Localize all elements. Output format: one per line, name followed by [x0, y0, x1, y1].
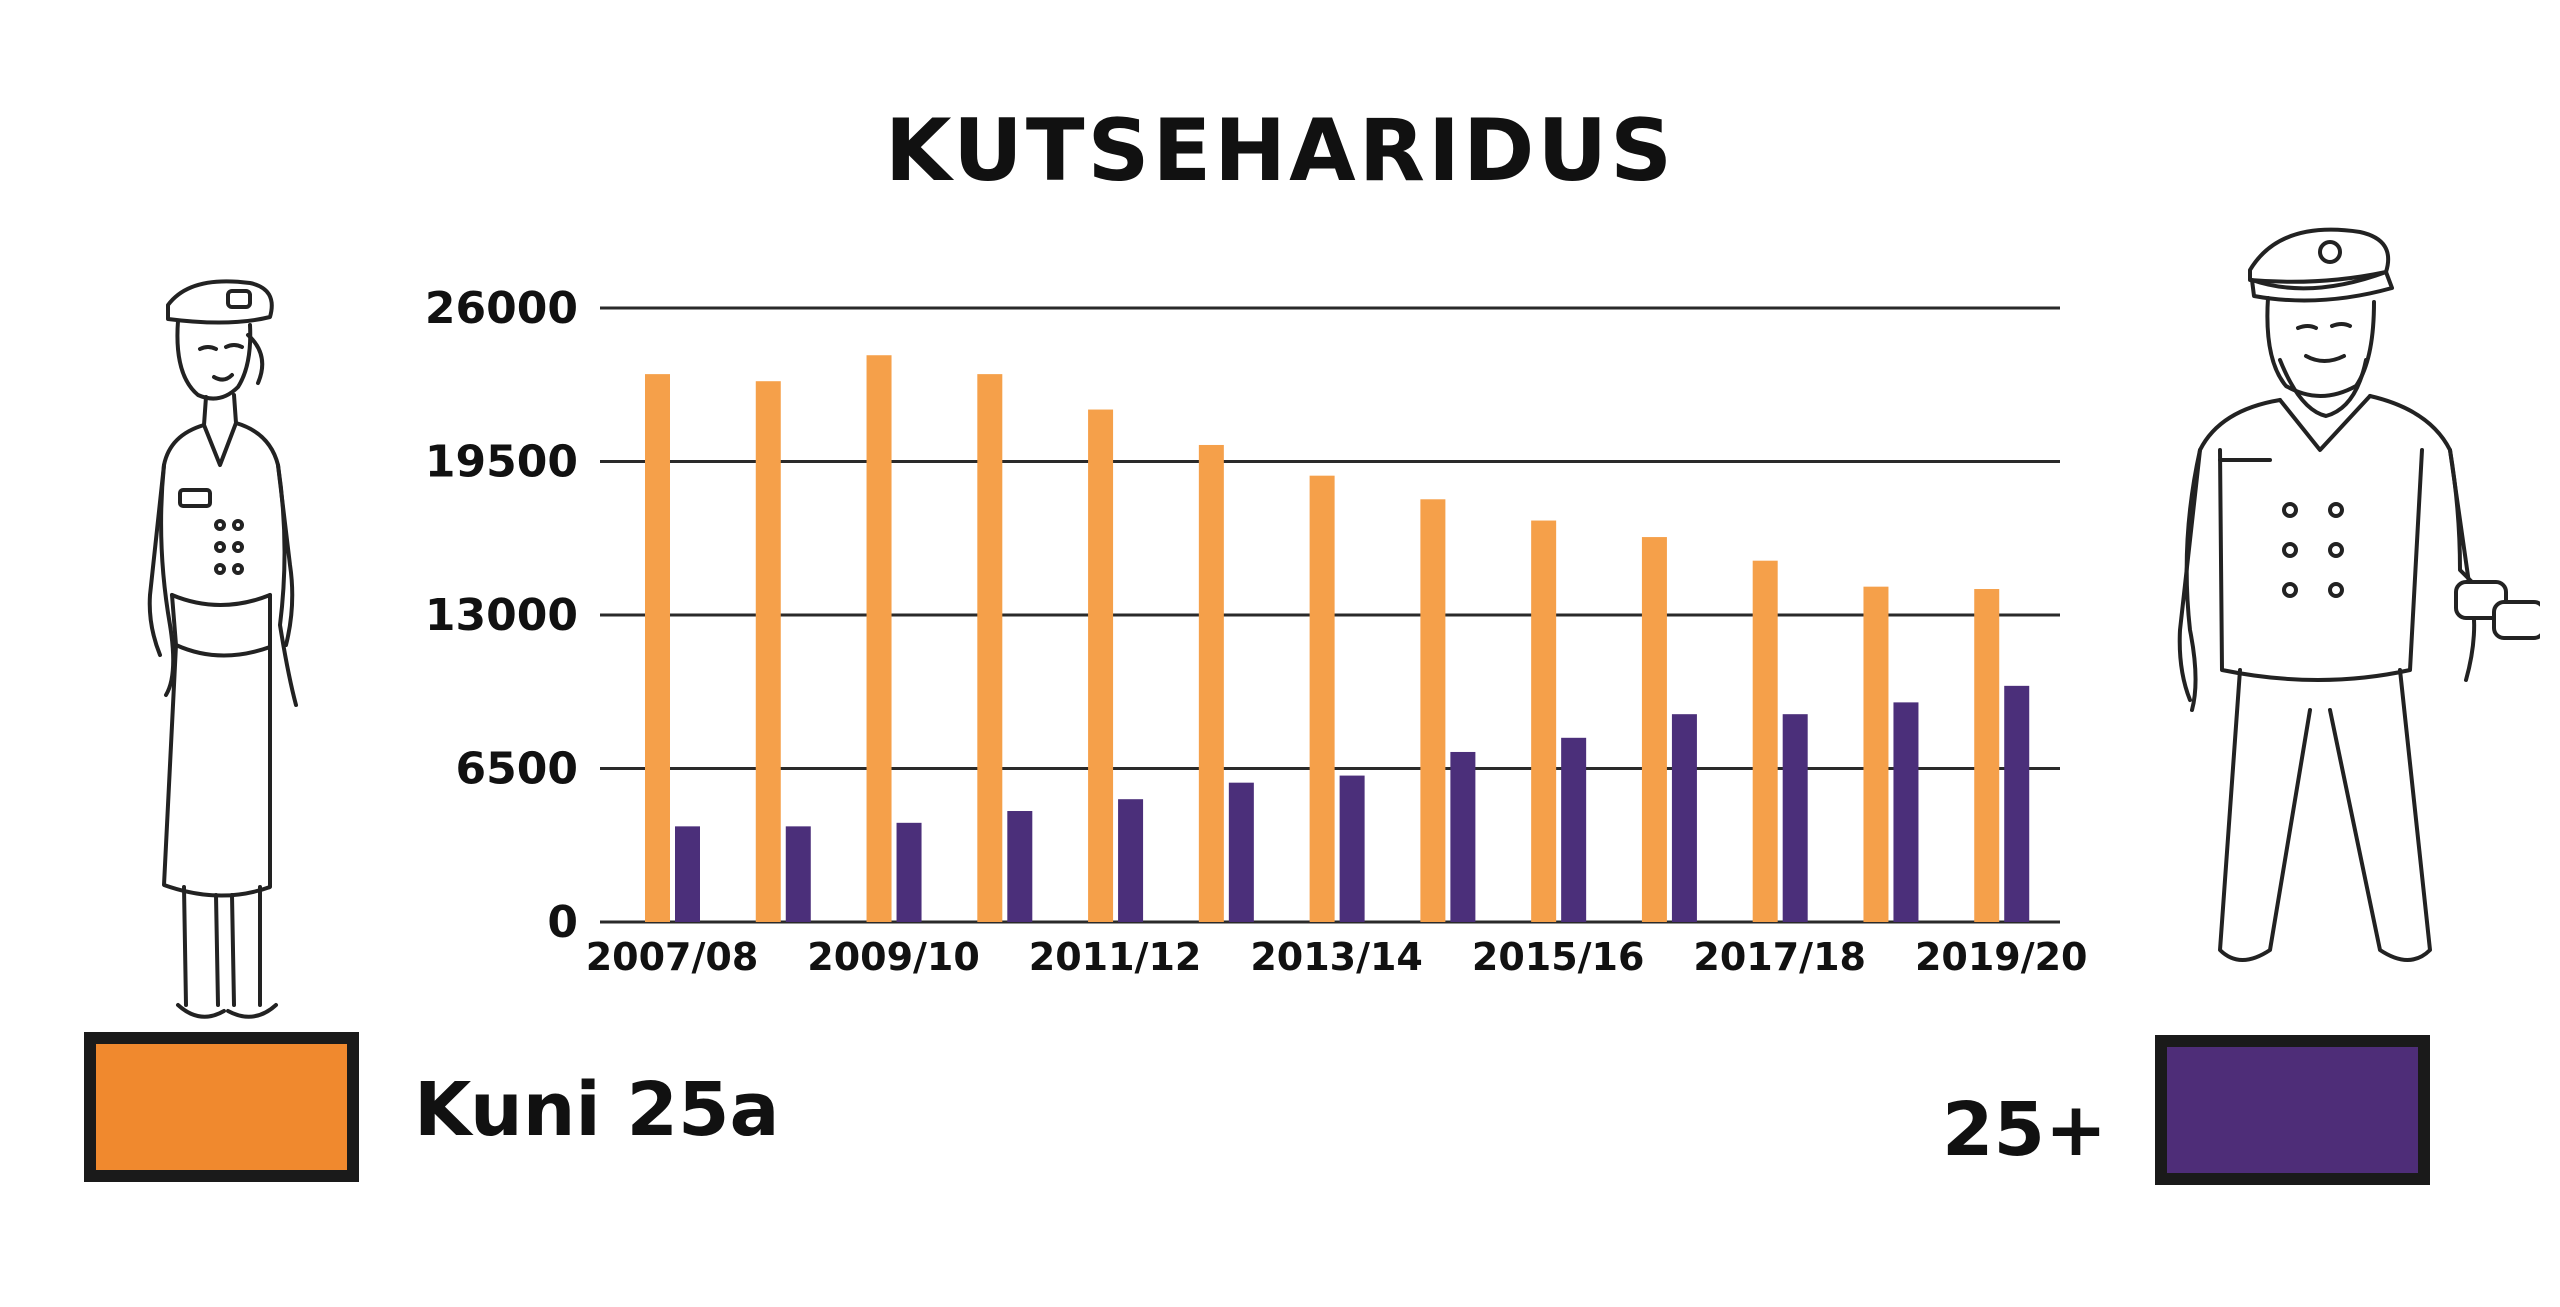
legend-label-25-plus: 25+: [1942, 1087, 2107, 1173]
legend-swatch-25-plus: [2155, 1035, 2430, 1185]
bar-25-plus: [2004, 685, 2030, 922]
bar-25-plus: [1782, 714, 1808, 922]
y-tick-label: 26000: [425, 283, 578, 334]
legend-swatch-kuni-25a: [84, 1032, 359, 1182]
bar-25-plus: [896, 822, 922, 922]
x-tick-label: 2009/10: [807, 935, 980, 979]
y-tick-label: 13000: [425, 590, 578, 641]
legend-label-kuni-25a: Kuni 25a: [414, 1067, 780, 1153]
y-tick-label: 0: [547, 897, 578, 948]
x-tick-label: 2015/16: [1472, 935, 1645, 979]
bar-kuni-25a: [645, 374, 670, 923]
bar-kuni-25a: [1309, 475, 1335, 922]
sea-captain-icon: [2160, 210, 2546, 1014]
y-tick-label: 19500: [425, 437, 578, 488]
y-axis-ticks: 0 6500 13000 19500 26000: [425, 283, 578, 948]
bar-25-plus: [1561, 737, 1587, 922]
x-tick-label: 2013/14: [1250, 935, 1423, 979]
bar-25-plus: [1339, 775, 1365, 922]
y-tick-label: 6500: [456, 744, 578, 795]
bar-25-plus: [675, 826, 700, 922]
bar-kuni-25a: [1752, 560, 1778, 922]
bar-kuni-25a: [1974, 589, 2000, 922]
x-tick-label: 2007/08: [586, 935, 759, 979]
x-tick-label: 2017/18: [1693, 935, 1866, 979]
bar-kuni-25a: [1863, 586, 1889, 922]
bar-kuni-25a: [1420, 499, 1446, 922]
bar-kuni-25a: [1531, 520, 1557, 922]
bar-25-plus: [1118, 799, 1144, 922]
bar-25-plus: [1671, 714, 1697, 922]
bar-25-plus: [1228, 782, 1254, 922]
x-tick-label: 2019/20: [1915, 935, 2088, 979]
x-tick-label: 2011/12: [1029, 935, 1202, 979]
bar-25-plus: [1893, 702, 1919, 922]
bar-kuni-25a: [1088, 409, 1114, 922]
bar-kuni-25a: [1641, 537, 1667, 922]
bar-25-plus: [1007, 811, 1033, 922]
bars: [645, 355, 2030, 923]
female-sailor-icon: [120, 265, 340, 1029]
bar-25-plus: [785, 826, 811, 922]
bar-kuni-25a: [977, 374, 1003, 923]
bar-kuni-25a: [866, 355, 892, 922]
bar-kuni-25a: [755, 381, 781, 922]
bar-kuni-25a: [1198, 444, 1224, 922]
x-axis-ticks: 2007/08 2009/10 2011/12 2013/14 2015/16 2017/…: [586, 935, 2088, 979]
chart-title: KUTSEHARIDUS: [884, 101, 1676, 201]
bar-25-plus: [1450, 751, 1476, 922]
